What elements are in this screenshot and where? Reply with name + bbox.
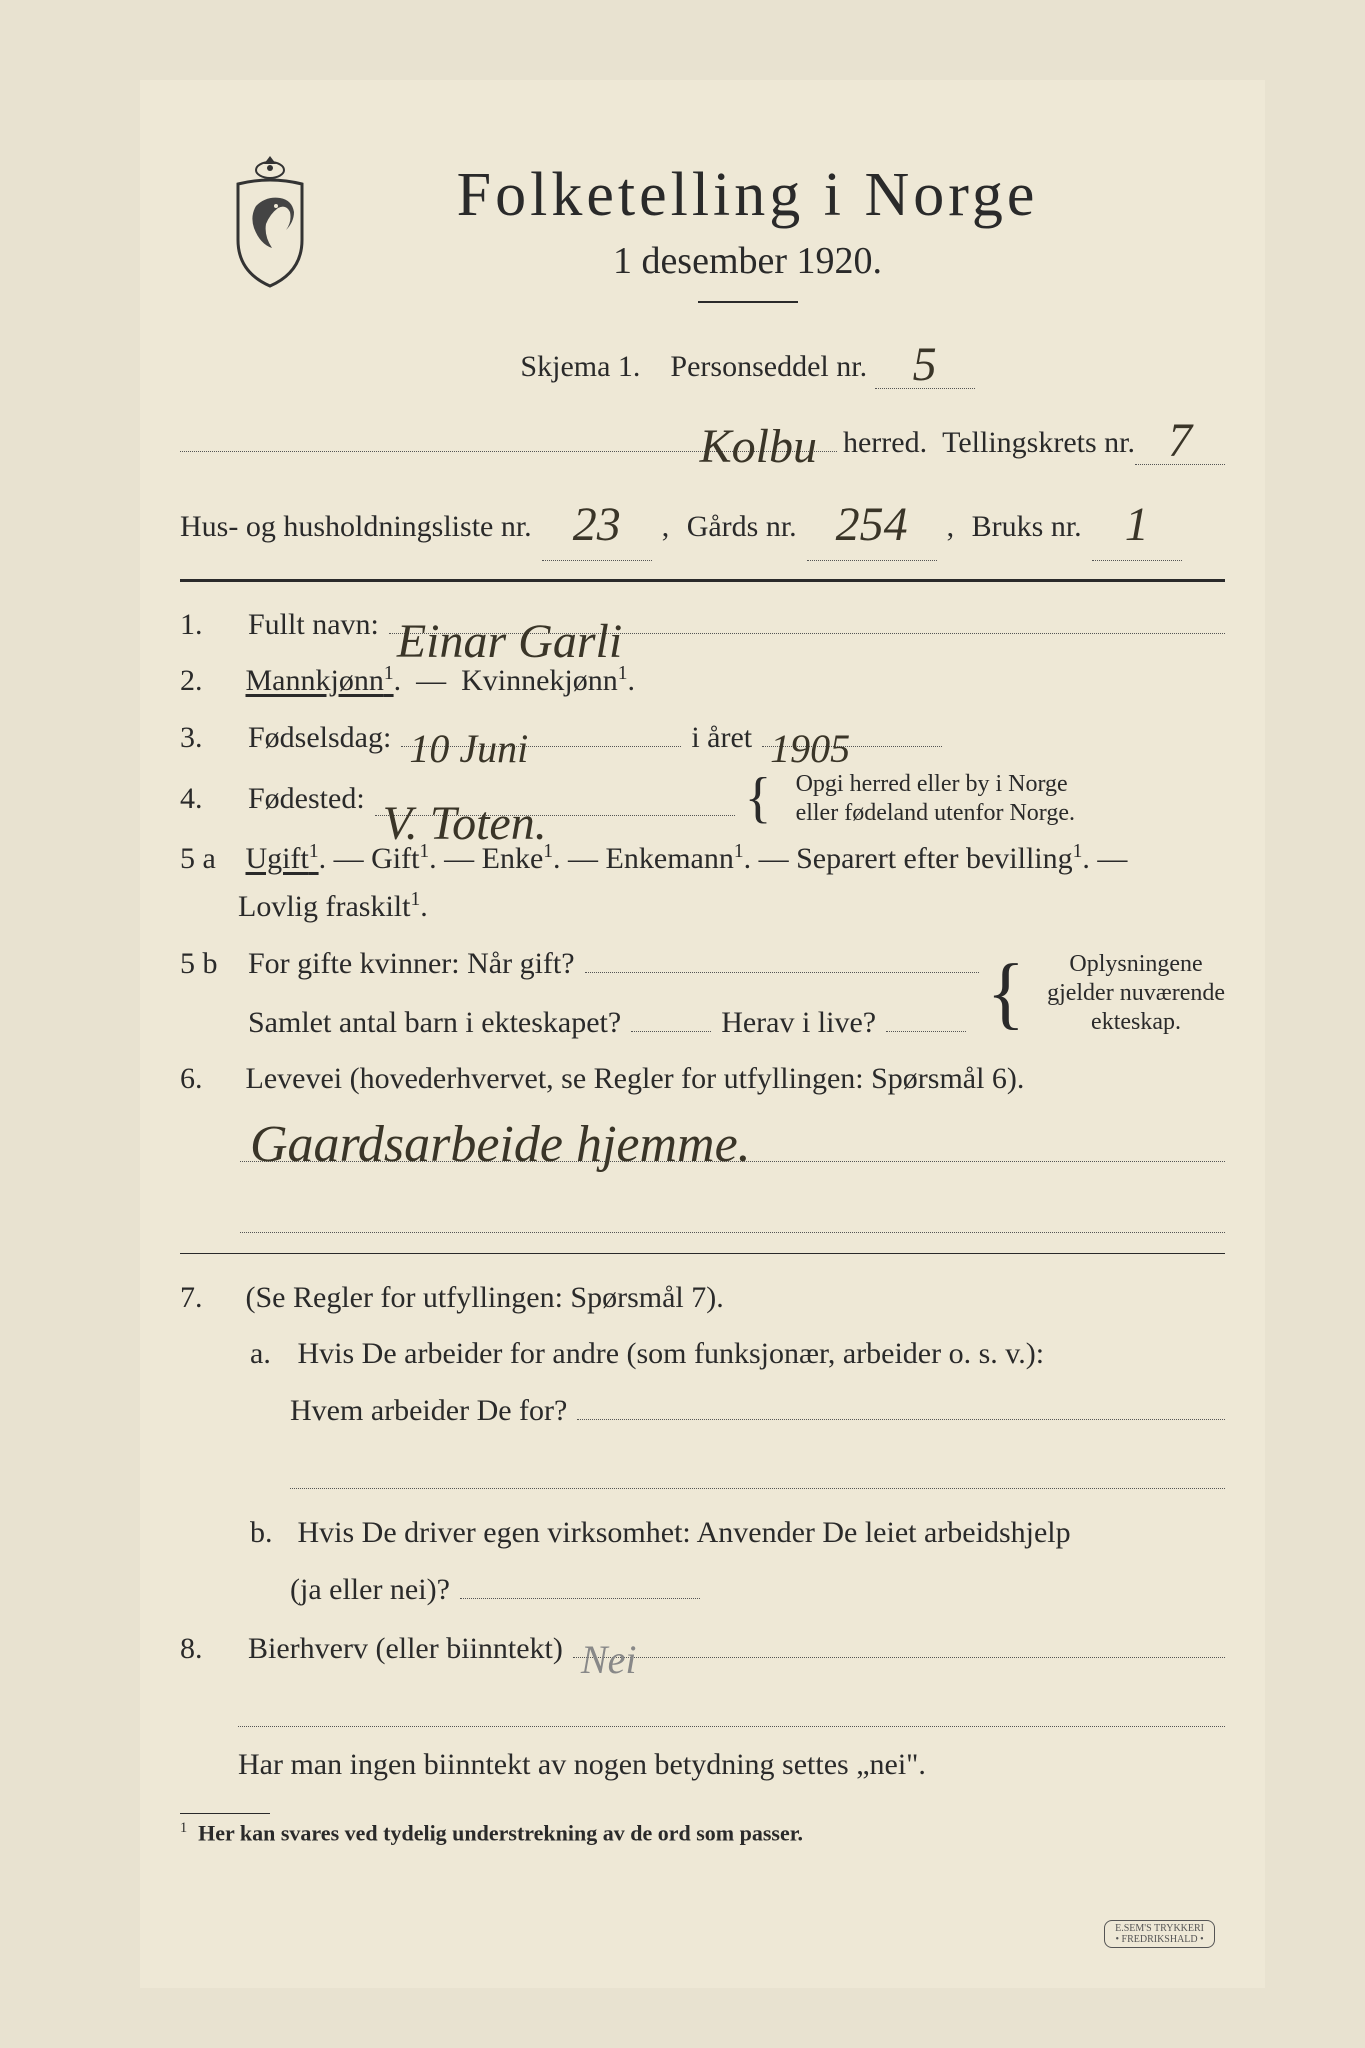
personseddel-nr: 5	[913, 338, 937, 391]
q6: 6. Levevei (hovederhvervet, se Regler fo…	[180, 1055, 1225, 1103]
q4-value: V. Toten.	[383, 786, 547, 821]
q6-label: Levevei (hovederhvervet, se Regler for u…	[246, 1062, 1025, 1095]
q7b-num: b.	[250, 1509, 290, 1557]
q1: 1. Fullt navn: Einar Garli	[180, 600, 1225, 649]
title-divider	[698, 301, 798, 303]
bruks-nr: 1	[1125, 498, 1149, 551]
q7b-l1: Hvis De driver egen virksomhet: Anvender…	[298, 1516, 1071, 1549]
q2-num: 2.	[180, 657, 238, 705]
q8-label: Bierhverv (eller biinntekt)	[248, 1625, 563, 1673]
q5a-separert: Separert efter bevilling1	[796, 842, 1082, 875]
rule-1	[180, 579, 1225, 582]
q8: 8. Bierhverv (eller biinntekt) Nei	[180, 1624, 1225, 1673]
q3-day: 10 Juni	[409, 717, 528, 752]
q8-note: Har man ingen biinntekt av nogen betydni…	[238, 1741, 1225, 1789]
q3-year-label: i året	[691, 714, 752, 762]
personseddel-label: Personseddel nr.	[670, 350, 867, 383]
q7b: b. Hvis De driver egen virksomhet: Anven…	[250, 1509, 1225, 1557]
q5a-num: 5 a	[180, 835, 238, 883]
q5b-l1a: For gifte kvinner: Når gift?	[248, 940, 575, 988]
q1-num: 1.	[180, 601, 238, 649]
gards-label: Gårds nr.	[687, 503, 797, 551]
herred-label: herred.	[843, 426, 927, 460]
q7a-blank	[290, 1455, 1225, 1489]
header: Folketelling i Norge 1 desember 1920. Sk…	[220, 150, 1225, 389]
q3-year: 1905	[770, 717, 850, 752]
herred-value: Kolbu	[700, 419, 817, 459]
subtitle: 1 desember 1920.	[350, 239, 1145, 283]
tellingskrets-nr: 7	[1168, 414, 1192, 467]
q7b-l2: (ja eller nei)?	[290, 1565, 1225, 1614]
q5a-enkemann: Enkemann1	[606, 842, 744, 875]
q6-answer: Gaardsarbeide hjemme.	[240, 1111, 1225, 1233]
rule-2	[180, 1253, 1225, 1254]
brace-icon: {	[745, 776, 772, 821]
document-page: Folketelling i Norge 1 desember 1920. Sk…	[0, 0, 1365, 2048]
q8-num: 8.	[180, 1625, 238, 1673]
q4-note: Opgi herred eller by i Norge eller fødel…	[796, 770, 1075, 828]
q4-label: Fødested:	[248, 775, 365, 823]
coat-of-arms-icon	[220, 150, 320, 290]
tellingskrets-label: Tellingskrets nr.	[942, 426, 1135, 460]
skjema-label: Skjema 1.	[520, 350, 640, 383]
q1-label: Fullt navn:	[248, 601, 379, 649]
paper: Folketelling i Norge 1 desember 1920. Sk…	[140, 80, 1265, 1988]
q6-num: 6.	[180, 1055, 238, 1103]
skjema-line: Skjema 1. Personseddel nr. 5	[350, 333, 1145, 389]
q2-male: Mannkjønn1	[246, 664, 394, 697]
q4-num: 4.	[180, 775, 238, 823]
q7-num: 7.	[180, 1274, 238, 1322]
q5b-note: Oplysningene gjelder nuværende ekteskap.	[1047, 950, 1225, 1036]
bruks-label: Bruks nr.	[972, 503, 1082, 551]
footnote: 1 Her kan svares ved tydelig understrekn…	[180, 1820, 1225, 1846]
q7a-l1: Hvis De arbeider for andre (som funksjon…	[298, 1337, 1045, 1370]
main-title: Folketelling i Norge	[350, 160, 1145, 231]
q3-num: 3.	[180, 714, 238, 762]
q6-value: Gaardsarbeide hjemme.	[250, 1115, 751, 1169]
q7a: a. Hvis De arbeider for andre (som funks…	[250, 1330, 1225, 1378]
gards-nr: 254	[836, 498, 908, 551]
q4: 4. Fødested: V. Toten. { Opgi herred ell…	[180, 770, 1225, 828]
husliste-label: Hus- og husholdningsliste nr.	[180, 503, 532, 551]
printer-mark: E.SEM'S TRYKKERI• FREDRIKSHALD •	[1104, 1920, 1215, 1948]
husliste-nr: 23	[573, 498, 621, 551]
q8-blank	[238, 1693, 1225, 1727]
q3: 3. Fødselsdag: 10 Juni i året 1905	[180, 713, 1225, 762]
title-block: Folketelling i Norge 1 desember 1920. Sk…	[350, 150, 1225, 389]
q3-label: Fødselsdag:	[248, 714, 391, 762]
q5b: 5 b For gifte kvinner: Når gift? Samlet …	[180, 939, 1225, 1047]
q7: 7. (Se Regler for utfyllingen: Spørsmål …	[180, 1274, 1225, 1322]
q8-value: Nei	[581, 1628, 637, 1663]
q1-value: Einar Garli	[397, 604, 622, 639]
q5b-l2b: Herav i live?	[721, 999, 876, 1047]
q5a-ugift: Ugift1	[246, 842, 319, 875]
q5a: 5 a Ugift1. — Gift1. — Enke1. — Enkemann…	[180, 835, 1225, 931]
husliste-line: Hus- og husholdningsliste nr. 23 , Gårds…	[180, 483, 1225, 561]
q2: 2. Mannkjønn1. — Kvinnekjønn1.	[180, 657, 1225, 705]
q2-female: Kvinnekjønn1	[461, 664, 627, 697]
footnote-rule	[180, 1813, 270, 1814]
q7-label: (Se Regler for utfyllingen: Spørsmål 7).	[246, 1281, 724, 1314]
q5a-fraskilt: Lovlig fraskilt1	[238, 890, 420, 923]
q7a-l2: Hvem arbeider De for?	[290, 1386, 1225, 1435]
q5b-num: 5 b	[180, 940, 238, 988]
brace-icon-2: {	[987, 961, 1025, 1025]
herred-line: Kolbu herred. Tellingskrets nr. 7	[180, 409, 1225, 465]
q5b-l2a: Samlet antal barn i ekteskapet?	[248, 999, 621, 1047]
q7a-num: a.	[250, 1330, 290, 1378]
